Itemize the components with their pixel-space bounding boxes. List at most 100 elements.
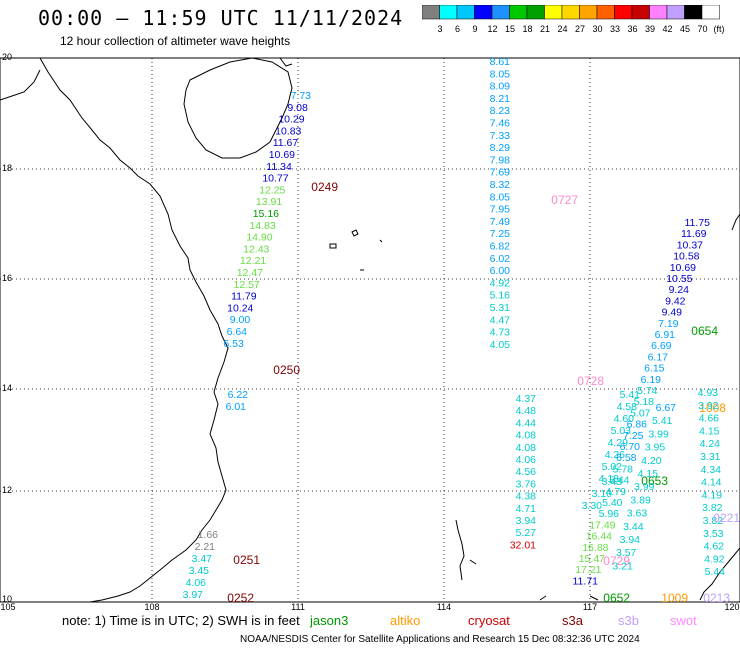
colorbar-tick-label: 6 [455,24,460,34]
satellite-tracks: 7.739.0810.2910.8311.6710.6911.3410.7712… [183,56,740,605]
wave-height-value: 3.82 [702,502,723,514]
wave-height-value: 6.00 [490,265,511,277]
wave-height-value: 6.17 [648,351,669,363]
wave-height-value: 12.47 [237,267,263,279]
lon-label: 111 [291,602,305,612]
wave-height-value: 7.98 [490,154,511,166]
colorbar-tick-label: 12 [487,24,497,34]
wave-height-value: 16.44 [586,531,612,543]
wave-height-value: 11.75 [685,217,711,229]
track-time-label: 1009 [661,591,688,605]
wave-height-value: 9.42 [665,295,686,307]
palawan-coastline [699,547,740,601]
wave-height-value: 5.02 [602,461,623,473]
track-time-label: 0728 [577,374,604,388]
hainan-island [183,57,293,159]
wave-height-value: 13.91 [256,196,282,208]
wave-height-value: 3.53 [703,528,724,540]
wave-height-value: 4.37 [516,393,537,405]
wave-height-value: 4.79 [606,486,627,498]
wave-height-value: 4.20 [641,455,662,467]
footer-credit: NOAA/NESDIS Center for Satellite Applica… [240,634,640,645]
wave-height-value: 3.94 [516,515,537,527]
wave-height-value: 4.08 [516,442,537,454]
wave-height-value: 4.05 [490,339,511,351]
grid [0,58,740,602]
wave-height-value: 3.97 [183,589,204,601]
wave-height-value: 3.94 [620,534,641,546]
track-time-label: 0221 [713,511,740,525]
lat-label: 12 [2,485,12,495]
wave-height-value: 6.86 [627,419,648,431]
wave-height-value: 11.71 [573,575,599,587]
mission-s3b: s3b [618,613,639,628]
wave-height-value: 6.67 [656,402,677,414]
wave-height-value: 2.21 [195,541,216,553]
wave-height-value: 9.49 [662,307,683,319]
wave-height-value: 4.92 [490,277,511,289]
wave-height-value: 3.82 [703,515,724,527]
wave-height-value: 12.25 [259,184,285,196]
wave-height-value: 5.27 [516,527,537,539]
colorbar-tick-label: 70 [697,24,707,34]
wave-height-value: 4.62 [704,541,725,553]
map-frame [0,57,740,603]
wave-height-value: 1.66 [198,529,219,541]
wave-height-value: 14.83 [250,220,276,232]
wave-height-value: 15.16 [253,208,279,220]
wave-height-value: 6.91 [655,329,676,341]
wave-height-value: 4.34 [701,464,722,476]
lat-label: 20 [2,52,12,62]
wave-height-value: 10.37 [677,239,703,251]
wave-height-value: 3.89 [630,494,651,506]
colorbar-tick-label: 30 [592,24,602,34]
wave-height-value: 4.66 [699,413,720,425]
wave-height-value: 6.58 [616,452,637,464]
wave-height-value: 6.02 [490,253,511,265]
wave-height-value: 14.90 [246,232,272,244]
wave-height-value: 3.43 [602,476,623,488]
wave-height-value: 11.69 [681,228,707,240]
wave-height-value: 5.44 [609,475,630,487]
colorbar-tick-label: 42 [662,24,672,34]
wave-height-value: 6.69 [651,340,672,352]
wave-height-value: 4.15 [699,425,720,437]
wave-height-value: 3.99 [648,428,669,440]
lon-label: 117 [583,602,597,612]
wave-height-value: 3.63 [627,508,648,520]
wave-height-value: 5.07 [630,407,651,419]
wave-height-value: 5.40 [602,497,623,509]
colorbar-tick-label: 33 [610,24,620,34]
wave-height-value: 3.47 [192,553,213,565]
colorbar-tick-label: 15 [505,24,515,34]
wave-height-value: 5.03 [611,425,632,437]
wave-height-value: 4.29 [608,437,629,449]
wave-height-value: 12.21 [240,255,266,267]
coast-northeast [279,57,293,67]
lon-label: 120 [724,602,739,612]
wave-height-value: 8.05 [490,191,511,203]
wave-height-value: 6.53 [223,338,244,350]
lat-label: 16 [2,273,12,283]
wave-height-value: 11.67 [273,137,299,149]
track-time-label: 1008 [699,401,726,415]
wave-height-value: 5.16 [490,290,511,302]
mission-jason3: jason3 [310,613,349,628]
colorbar-tick-label: 9 [472,24,477,34]
lat-label: 10 [2,594,12,604]
track-time-label: 0250 [273,363,300,377]
wave-height-value: 7.69 [490,167,511,179]
wave-height-value: 9.08 [287,102,308,114]
colorbar-tick-label: 39 [645,24,655,34]
wave-height-value: 4.06 [516,454,537,466]
wave-height-value: 6.01 [226,401,247,413]
lat-label: 18 [2,163,12,173]
track-time-label: 0249 [311,180,338,194]
colorbar-tick-label: 36 [627,24,637,34]
wave-height-value: 3.92 [698,400,719,412]
wave-height-value: 4.44 [516,417,537,429]
wave-height-value: 8.05 [490,68,511,80]
colorbar-tick-label: 24 [557,24,567,34]
track-time-label: 0213 [703,591,730,605]
page-title: 00:00 – 11:59 UTC 11/11/2024 [38,6,404,30]
